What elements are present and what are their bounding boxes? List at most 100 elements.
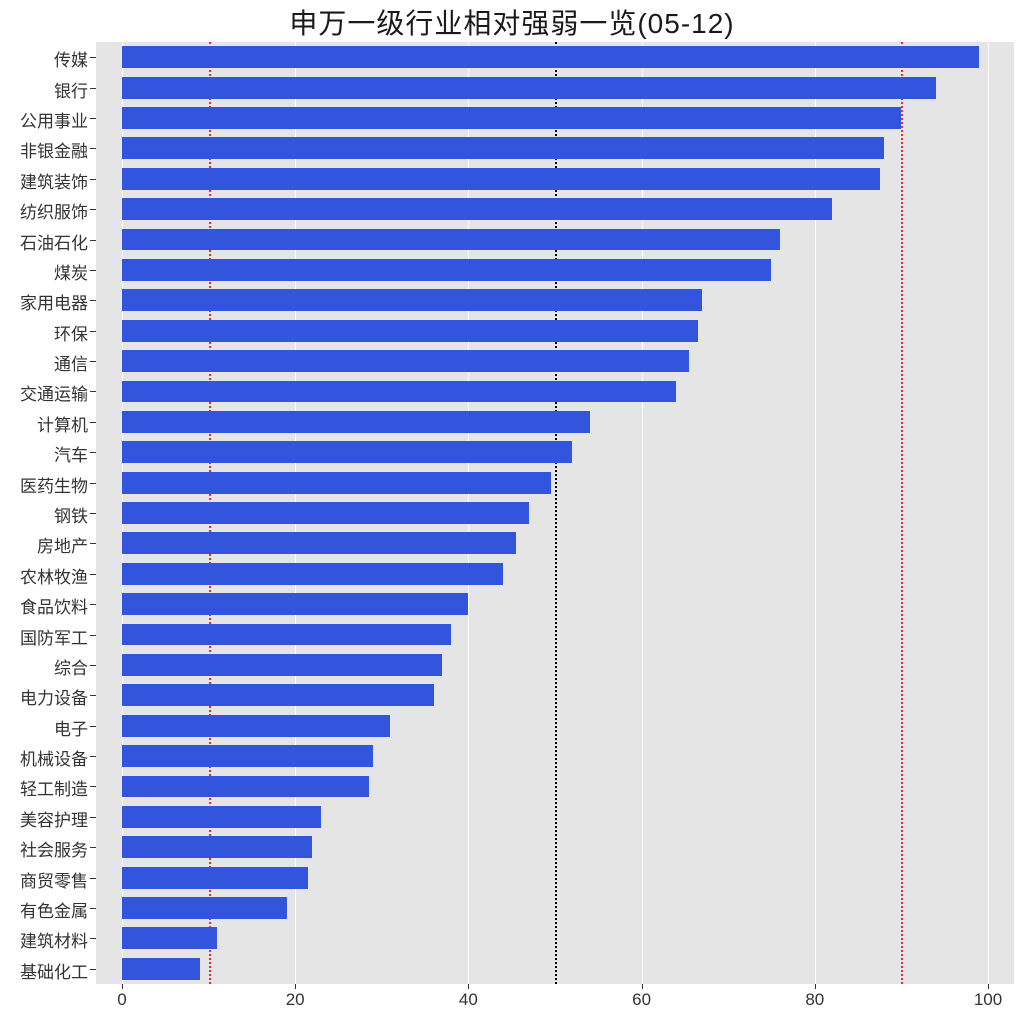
bar: [122, 350, 689, 372]
y-axis-label: 基础化工: [20, 958, 88, 983]
bar: [122, 107, 901, 129]
bar: [122, 502, 529, 524]
y-tick: [90, 756, 96, 757]
y-axis-label: 建筑材料: [20, 927, 88, 952]
bar: [122, 715, 390, 737]
y-tick: [90, 969, 96, 970]
bar: [122, 259, 772, 281]
bar: [122, 168, 880, 190]
y-tick: [90, 695, 96, 696]
y-tick: [90, 635, 96, 636]
reference-line: [901, 42, 903, 984]
y-axis-label: 公用事业: [20, 107, 88, 132]
x-tick: [642, 984, 643, 989]
y-tick: [90, 148, 96, 149]
y-tick: [90, 270, 96, 271]
y-tick: [90, 847, 96, 848]
bar: [122, 745, 373, 767]
y-tick: [90, 179, 96, 180]
bar: [122, 624, 451, 646]
bar: [122, 472, 551, 494]
bar: [122, 958, 200, 980]
y-axis-label: 汽车: [54, 441, 88, 466]
plot-area: [96, 42, 1014, 984]
y-tick: [90, 361, 96, 362]
bar: [122, 684, 434, 706]
x-axis-label: 0: [102, 990, 142, 1010]
y-axis-label: 商贸零售: [20, 867, 88, 892]
y-tick: [90, 604, 96, 605]
y-axis-label: 家用电器: [20, 289, 88, 314]
y-axis-label: 农林牧渔: [20, 563, 88, 588]
x-tick: [815, 984, 816, 989]
bar: [122, 532, 516, 554]
bar: [122, 593, 468, 615]
y-tick: [90, 574, 96, 575]
bar: [122, 77, 936, 99]
x-tick: [122, 984, 123, 989]
bar: [122, 137, 884, 159]
bar: [122, 411, 590, 433]
x-axis-label: 40: [448, 990, 488, 1010]
y-tick: [90, 513, 96, 514]
y-tick: [90, 543, 96, 544]
x-axis-label: 60: [622, 990, 662, 1010]
bar: [122, 927, 217, 949]
x-axis-label: 80: [795, 990, 835, 1010]
x-axis-label: 100: [968, 990, 1008, 1010]
y-axis-label: 建筑装饰: [20, 168, 88, 193]
y-axis-label: 电子: [54, 715, 88, 740]
y-tick: [90, 452, 96, 453]
y-axis-label: 环保: [54, 320, 88, 345]
y-tick: [90, 209, 96, 210]
y-axis-label: 轻工制造: [20, 775, 88, 800]
y-axis-label: 有色金属: [20, 897, 88, 922]
y-tick: [90, 665, 96, 666]
bar: [122, 198, 832, 220]
y-axis-label: 纺织服饰: [20, 198, 88, 223]
y-axis-label: 传媒: [54, 46, 88, 71]
y-tick: [90, 240, 96, 241]
y-tick: [90, 331, 96, 332]
bar: [122, 441, 572, 463]
bar: [122, 381, 676, 403]
y-axis-label: 通信: [54, 350, 88, 375]
y-tick: [90, 88, 96, 89]
y-axis-label: 机械设备: [20, 745, 88, 770]
bar: [122, 320, 698, 342]
y-tick: [90, 908, 96, 909]
y-axis-label: 煤炭: [54, 259, 88, 284]
y-tick: [90, 938, 96, 939]
y-axis-label: 银行: [54, 77, 88, 102]
y-axis-label: 钢铁: [54, 502, 88, 527]
y-axis-label: 非银金融: [20, 137, 88, 162]
y-axis-label: 国防军工: [20, 624, 88, 649]
y-axis-label: 美容护理: [20, 806, 88, 831]
x-tick: [295, 984, 296, 989]
y-axis-label: 综合: [54, 654, 88, 679]
y-tick: [90, 878, 96, 879]
y-tick: [90, 483, 96, 484]
bar: [122, 654, 442, 676]
y-axis-label: 计算机: [37, 411, 88, 436]
bar: [122, 46, 979, 68]
y-tick: [90, 786, 96, 787]
y-axis-label: 社会服务: [20, 836, 88, 861]
chart-title: 申万一级行业相对强弱一览(05-12): [0, 2, 1024, 42]
y-tick: [90, 391, 96, 392]
y-tick: [90, 300, 96, 301]
y-tick: [90, 422, 96, 423]
bar: [122, 836, 313, 858]
bar: [122, 806, 321, 828]
y-tick: [90, 726, 96, 727]
x-tick: [468, 984, 469, 989]
x-tick: [988, 984, 989, 989]
y-axis-label: 医药生物: [20, 472, 88, 497]
y-axis-label: 房地产: [37, 532, 88, 557]
y-axis-label: 电力设备: [20, 684, 88, 709]
chart-container: 申万一级行业相对强弱一览(05-12) 020406080100传媒银行公用事业…: [0, 0, 1024, 1024]
bar: [122, 229, 780, 251]
y-tick: [90, 817, 96, 818]
y-tick: [90, 118, 96, 119]
y-axis-label: 交通运输: [20, 380, 88, 405]
